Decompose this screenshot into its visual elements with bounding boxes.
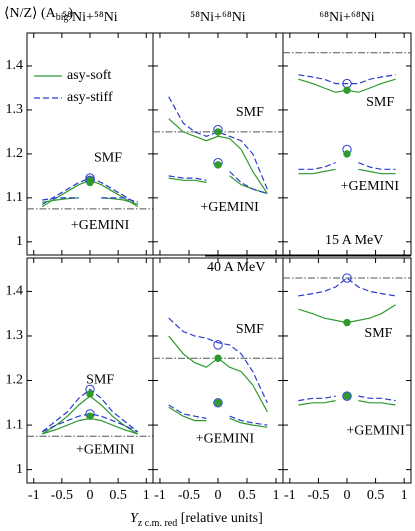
y-label-sub: big xyxy=(56,12,69,23)
x-axis-label: Yz c.m. red [relative units] xyxy=(130,511,263,529)
filled-point xyxy=(343,392,351,400)
annotation: +GEMINI xyxy=(196,432,255,447)
filled-point xyxy=(214,354,222,362)
annotation: SMF xyxy=(236,105,264,120)
filled-point xyxy=(343,318,351,327)
annotation: +GEMINI xyxy=(71,218,130,233)
curve xyxy=(298,168,396,175)
x-tick-label: -0.5 xyxy=(307,488,329,503)
filled-point xyxy=(214,161,222,169)
annotation: +GEMINI xyxy=(341,179,400,194)
x-tick-label: -1 xyxy=(154,488,166,503)
x-label-sub: z c.m. red xyxy=(138,518,177,529)
filled-point xyxy=(343,86,351,94)
filled-point xyxy=(86,390,94,398)
y-tick-label: 1.1 xyxy=(6,190,24,205)
y-tick-label: 1.4 xyxy=(6,284,24,299)
x-tick-label: -1 xyxy=(284,488,296,503)
legend-label: asy-soft xyxy=(67,68,111,83)
annotation: +GEMINI xyxy=(200,200,259,215)
curve xyxy=(168,406,268,428)
annotation: SMF xyxy=(366,95,394,110)
x-tick-label: 1 xyxy=(273,488,280,503)
annotation: +GEMINI xyxy=(76,443,135,458)
x-label-main: Y xyxy=(130,511,140,526)
panel-frame xyxy=(282,32,412,256)
y-tick-label: 1.4 xyxy=(6,58,24,73)
x-tick-label: 1 xyxy=(143,488,150,503)
curve xyxy=(298,74,396,85)
curve xyxy=(298,277,396,297)
panel-frame xyxy=(152,32,284,256)
curve xyxy=(298,162,396,170)
curve xyxy=(42,197,138,205)
curve xyxy=(41,413,139,433)
curve xyxy=(168,404,268,426)
x-tick-label: -0.5 xyxy=(51,488,73,503)
x-tick-label: -0.5 xyxy=(178,488,200,503)
panel-title: ⁵⁸Ni+⁵⁸Ni xyxy=(62,10,118,25)
annotation: SMF xyxy=(364,326,392,341)
y-tick-label: 1.3 xyxy=(6,102,24,117)
x-tick-label: -1 xyxy=(28,488,40,503)
y-tick-label: 1.1 xyxy=(6,417,24,432)
x-label-end: [relative units] xyxy=(177,511,263,526)
x-tick-label: 0 xyxy=(87,488,94,503)
open-point xyxy=(342,391,352,401)
panel-frame xyxy=(152,257,284,484)
curve xyxy=(168,118,268,194)
curve xyxy=(298,400,396,406)
filled-point xyxy=(343,150,351,158)
y-tick-label: 1.2 xyxy=(6,373,24,388)
y-tick-label: 1.3 xyxy=(6,328,24,343)
annotation: SMF xyxy=(236,322,264,337)
open-point xyxy=(213,398,223,408)
filled-point xyxy=(214,128,222,136)
annotation: SMF xyxy=(86,373,114,388)
open-point xyxy=(213,340,223,350)
x-tick-label: 1 xyxy=(401,488,408,503)
y-tick-label: 1 xyxy=(16,234,23,249)
x-tick-label: 0 xyxy=(344,488,351,503)
panel-title: ⁵⁸Ni+⁶⁸Ni xyxy=(190,10,246,25)
x-tick-label: 0.5 xyxy=(238,488,256,503)
annotation: +GEMINI xyxy=(346,424,405,439)
filled-point xyxy=(86,178,94,187)
curve xyxy=(42,197,138,203)
y-axis-label: ⟨N/Z⟩ (Abig) xyxy=(4,6,74,23)
curve xyxy=(298,395,396,402)
open-point xyxy=(342,273,352,283)
panel-frame xyxy=(282,257,412,484)
y-label-end: ) xyxy=(69,6,74,21)
energy-label: 40 A MeV xyxy=(207,260,265,275)
x-tick-label: 0.5 xyxy=(109,488,127,503)
energy-label: 15 A MeV xyxy=(325,233,383,248)
y-label-main: ⟨N/Z⟩ (A xyxy=(4,6,57,21)
x-tick-label: 0.5 xyxy=(367,488,385,503)
curve xyxy=(41,388,139,433)
curve xyxy=(168,317,268,404)
panel-title: ⁶⁸Ni+⁶⁸Ni xyxy=(319,10,375,25)
curve xyxy=(168,171,268,195)
filled-point xyxy=(86,412,94,420)
y-tick-label: 1.2 xyxy=(6,146,24,161)
annotation: SMF xyxy=(94,151,122,166)
filled-point xyxy=(214,399,222,407)
legend-label: asy-stiff xyxy=(67,90,113,105)
y-tick-label: 1 xyxy=(16,462,23,477)
x-tick-label: 0 xyxy=(215,488,222,503)
